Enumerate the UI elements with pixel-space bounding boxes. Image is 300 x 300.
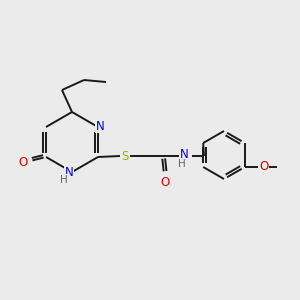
Text: O: O: [18, 155, 28, 169]
Text: H: H: [60, 175, 68, 185]
Text: H: H: [178, 159, 186, 169]
Text: S: S: [121, 149, 129, 163]
Text: N: N: [180, 148, 188, 161]
Text: N: N: [96, 119, 104, 133]
Text: O: O: [259, 160, 268, 173]
Text: N: N: [64, 166, 74, 178]
Text: O: O: [160, 176, 169, 188]
